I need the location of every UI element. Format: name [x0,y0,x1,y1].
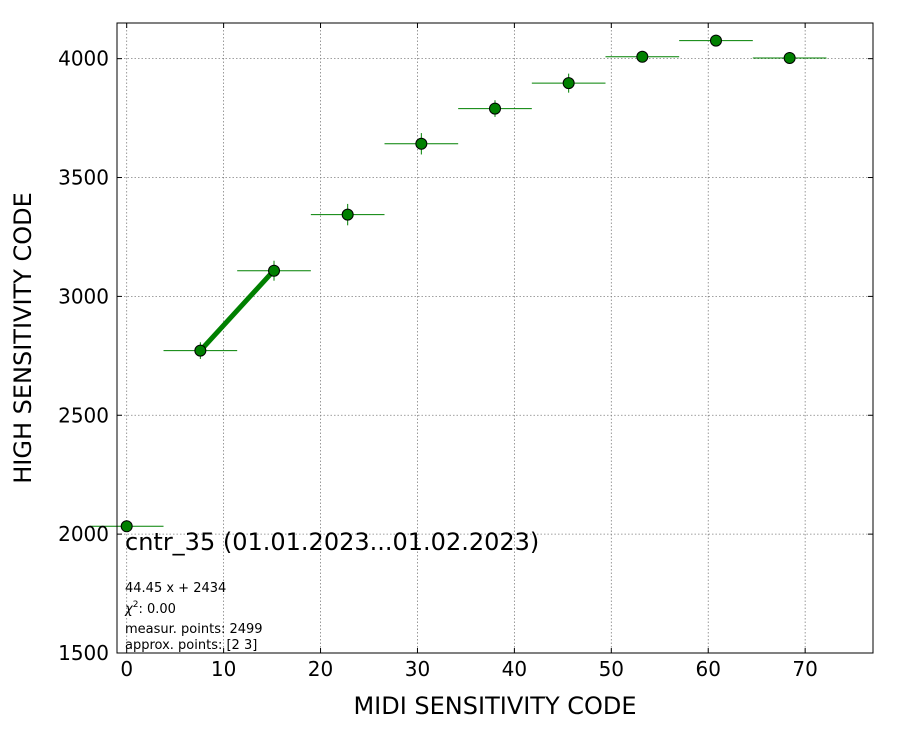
data-point [341,208,354,221]
y-tick-label: 3000 [58,284,109,308]
y-tick-label: 1500 [58,641,109,665]
x-tick-label: 60 [696,657,721,681]
data-points [89,34,827,533]
y-tick-label: 3500 [58,166,109,190]
y-tick-label: 4000 [58,47,109,71]
x-tick-label: 0 [120,657,133,681]
y-tick-label: 2000 [58,522,109,546]
axis-ticks: 0 10 20 30 40 50 60 70 1500 2000 2500 3000 3500 4000 [58,23,873,681]
data-point [489,102,501,115]
x-tick-label: 10 [211,657,236,681]
data-point [194,344,207,357]
annotation-measur-points: measur. points: 2499 [125,622,263,637]
annotation-fit-equation: 44.45 x + 2434 [125,581,226,596]
annotation-title: cntr_35 (01.01.2023...01.02.2023) [125,528,539,556]
y-axis-title: HIGH SENSITIVITY CODE [9,192,37,484]
chi-value: : 0.00 [138,602,175,617]
data-point [120,520,133,533]
data-point [415,137,428,150]
annotation-chi-square: χ2: 0.00 [124,600,176,617]
y-tick-label: 2500 [58,403,109,427]
data-point [783,51,796,64]
plot-frame [116,22,874,654]
fit-line-layer [198,268,276,353]
chi-symbol: χ [124,602,134,617]
x-tick-label: 50 [599,657,624,681]
x-tick-label: 70 [792,657,817,681]
fit-line [198,268,276,353]
data-point [636,50,649,63]
x-tick-label: 20 [308,657,333,681]
x-axis-title: MIDI SENSITIVITY CODE [353,692,636,720]
grid-lines [117,23,873,654]
chi-superscript: 2 [133,600,139,610]
x-tick-label: 30 [405,657,430,681]
data-point [268,264,281,277]
x-tick-label: 40 [502,657,527,681]
annotation-approx-points: approx. points: [2 3] [125,638,257,653]
data-point [709,34,722,47]
data-point [562,77,575,90]
